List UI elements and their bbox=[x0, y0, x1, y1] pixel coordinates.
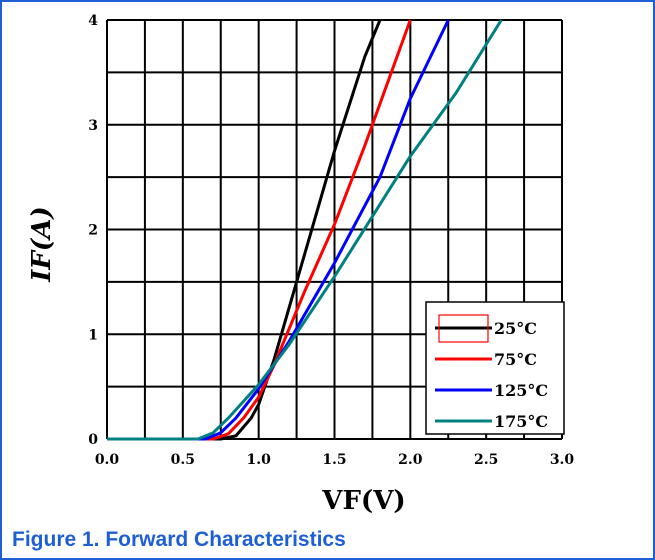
legend-box bbox=[425, 301, 565, 435]
series-line bbox=[107, 19, 503, 441]
figure-caption: Figure 1. Forward Characteristics bbox=[12, 528, 346, 551]
x-tick-label: 2.5 bbox=[474, 452, 498, 468]
legend-label: 125°C bbox=[494, 381, 548, 400]
y-tick-label: 0 bbox=[88, 432, 98, 448]
x-tick-label: 2.0 bbox=[398, 452, 423, 468]
grid bbox=[106, 19, 563, 440]
y-tick-label: 1 bbox=[88, 327, 98, 343]
x-tick-label: 1.0 bbox=[246, 452, 271, 468]
tick-labels: 0.0 0.5 1.0 1.5 2.0 2.5 3.0 0 1 2 3 4 bbox=[88, 13, 574, 468]
y-tick-label: 3 bbox=[88, 118, 98, 134]
x-tick-label: 0.5 bbox=[171, 452, 195, 468]
legend: 25°C 75°C 125°C 175°C bbox=[425, 301, 565, 435]
x-axis-label: VF(V) bbox=[321, 486, 405, 516]
x-tick-label: 3.0 bbox=[550, 452, 575, 468]
legend-label: 25°C bbox=[494, 319, 537, 338]
legend-label: 75°C bbox=[494, 350, 537, 369]
series-lines bbox=[107, 19, 503, 441]
legend-highlight bbox=[438, 314, 489, 343]
x-tick-label: 0.0 bbox=[95, 452, 120, 468]
series-line bbox=[107, 19, 412, 441]
y-tick-label: 2 bbox=[88, 223, 98, 239]
x-tick-label: 1.5 bbox=[322, 452, 346, 468]
y-axis-label: IF(A) bbox=[27, 206, 57, 282]
y-tick-label: 4 bbox=[88, 13, 98, 29]
legend-label: 175°C bbox=[494, 412, 548, 431]
forward-characteristics-chart: 0.0 0.5 1.0 1.5 2.0 2.5 3.0 0 1 2 3 4 VF(V) IF(A) 2… bbox=[27, 13, 574, 516]
